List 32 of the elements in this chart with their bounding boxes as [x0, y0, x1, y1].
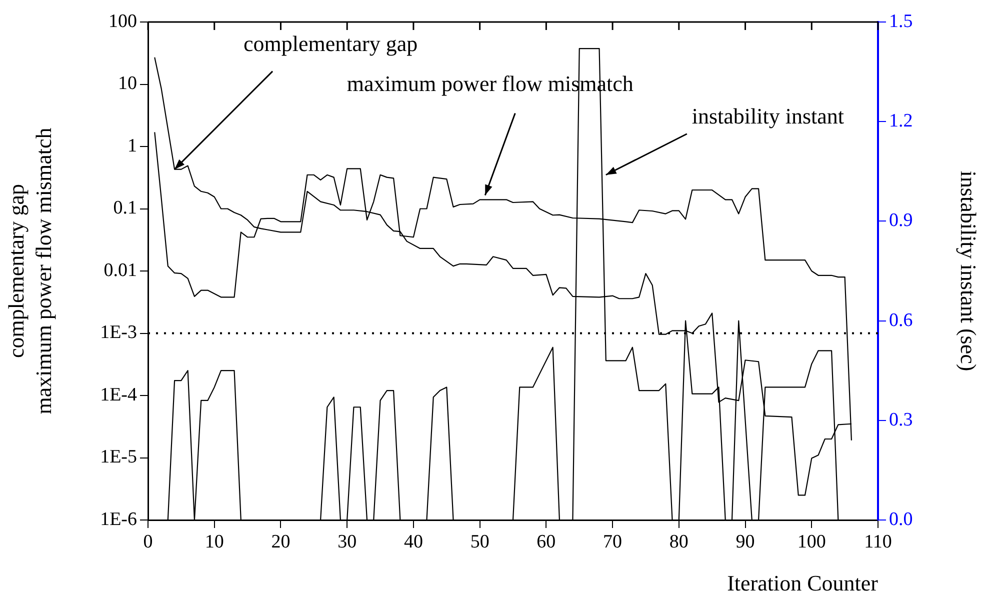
y2-tick-label: 0.3: [889, 409, 913, 430]
x-tick-label: 80: [669, 531, 688, 552]
y-tick-label: 1E-4: [100, 384, 138, 406]
y-tick-label: 0.01: [104, 260, 137, 281]
x-tick-label: 70: [603, 531, 622, 552]
y2-tick-label: 0.6: [889, 310, 913, 331]
annotation: complementary gap: [243, 31, 418, 56]
y-axis-title: complementary gap maximum power flow mismatch: [4, 128, 56, 414]
x-tick-label: 110: [864, 531, 892, 552]
x-tick-label: 100: [797, 531, 826, 552]
x-tick-label: 20: [271, 531, 290, 552]
y-tick-label: 1E-5: [100, 446, 137, 468]
y2-tick-label: 1.5: [889, 10, 913, 32]
y-tick-label: 10: [118, 73, 137, 94]
y-tick-label: 1E-6: [100, 508, 137, 530]
y2-tick-label: 0.0: [889, 508, 913, 530]
x-axis-title: Iteration Counter: [727, 570, 879, 596]
x-tick-label: 50: [470, 531, 490, 552]
annotation: instability instant: [692, 104, 844, 129]
y-tick-label: 0.1: [113, 198, 137, 219]
x-tick-label: 30: [338, 531, 357, 552]
x-tick-label: 90: [736, 531, 755, 552]
x-tick-label: 0: [143, 531, 153, 552]
y2-tick-label: 0.9: [889, 210, 913, 232]
x-tick-label: 40: [404, 531, 423, 552]
y2-axis-title: instability instant (sec): [956, 170, 982, 372]
x-tick-label: 60: [536, 531, 556, 552]
y-tick-label: 1E-3: [100, 322, 137, 344]
y-tick-label: 1: [128, 135, 137, 156]
y-tick-label: 100: [108, 10, 137, 32]
y2-tick-label: 1.2: [889, 110, 913, 132]
x-tick-label: 10: [204, 531, 224, 552]
